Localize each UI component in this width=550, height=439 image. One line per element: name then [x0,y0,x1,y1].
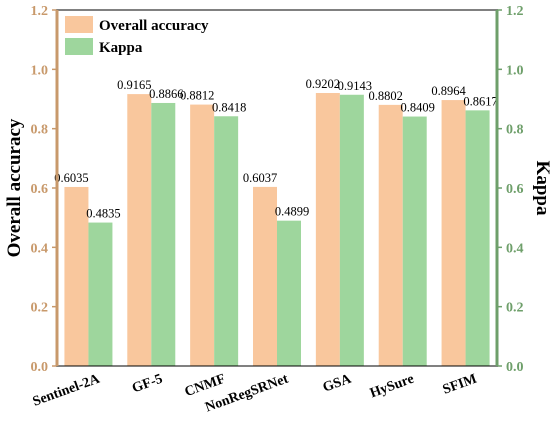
data-label: 0.4835 [86,207,120,221]
category-label: SFIM [441,372,479,398]
data-label: 0.4899 [275,205,309,219]
bar-kappa [402,116,427,367]
data-label: 0.6035 [54,171,88,185]
right-tick-label: 1.0 [506,63,524,78]
legend-label-overall-accuracy: Overall accuracy [99,18,209,34]
data-label: 0.9143 [338,79,372,93]
right-tick-label: 0.6 [506,182,524,197]
data-label: 0.9165 [117,78,151,92]
bar-overall-accuracy [378,104,403,367]
bar-overall-accuracy [127,94,152,366]
y-axis-title: Overall accuracy [4,118,25,257]
legend-swatch-overall-accuracy [65,16,93,33]
left-tick-label: 0.6 [31,182,49,197]
bar-overall-accuracy [253,186,277,366]
data-label: 0.8418 [212,100,246,114]
left-axis-ticks: 0.0 0.2 0.4 0.6 0.8 1.0 1.2 [31,4,57,375]
right-tick-label: 0.2 [506,301,524,316]
legend-label-kappa: Kappa [99,40,143,56]
data-label: 0.8617 [463,94,497,108]
data-label: 0.8409 [401,101,435,115]
bar-kappa [88,222,113,366]
category-label: GSA [321,371,354,395]
category-label: Sentinel-2A [31,371,103,409]
data-label: 0.8812 [180,89,214,103]
y2-axis-title: Kappa [532,161,550,216]
bar-kappa [277,220,301,366]
data-label: 0.8964 [431,84,466,98]
right-tick-label: 0.8 [506,123,524,138]
left-tick-label: 0.0 [31,360,49,375]
data-label: 0.8866 [149,87,183,101]
legend: Overall accuracy Kappa [65,16,209,56]
bar-kappa [465,110,490,366]
right-tick-label: 1.2 [506,4,524,19]
right-tick-label: 0.4 [506,241,524,256]
bar-overall-accuracy [315,93,340,367]
bar-kappa [214,116,239,367]
bar-overall-accuracy [64,186,89,366]
left-tick-label: 0.8 [31,123,49,138]
bar-marks [64,93,490,367]
category-label: HySure [368,372,416,402]
right-tick-label: 0.0 [506,360,524,375]
data-label: 0.6037 [243,171,277,185]
left-tick-label: 1.2 [31,4,49,19]
data-label: 0.9202 [306,77,340,91]
left-tick-label: 0.2 [31,301,49,316]
bar-kappa [339,94,364,367]
bar-kappa [151,102,176,366]
bar-overall-accuracy [190,104,215,366]
data-label: 0.8802 [369,89,403,103]
right-axis-ticks: 0.0 0.2 0.4 0.6 0.8 1.0 1.2 [497,4,524,375]
category-label: GF-5 [130,372,164,397]
left-tick-label: 0.4 [31,241,49,256]
legend-swatch-kappa [65,38,93,55]
left-tick-label: 1.0 [31,63,49,78]
bar-overall-accuracy [441,100,466,367]
